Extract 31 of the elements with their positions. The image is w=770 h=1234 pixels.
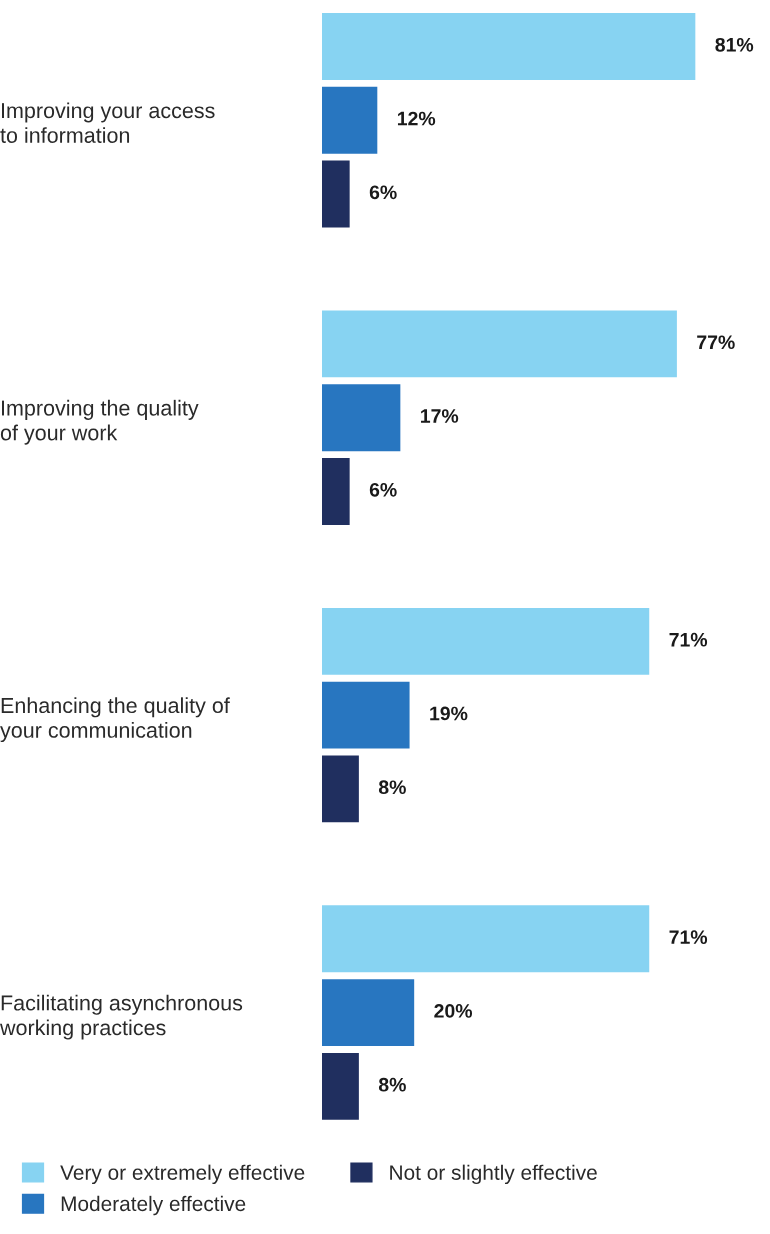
bar [322,681,410,749]
data-label: 8% [378,1077,406,1092]
data-label: 17% [421,409,459,423]
legend-label: Very or extremely effective [60,1164,305,1185]
bar [322,457,350,525]
bar [322,607,650,675]
y-tick-label: Improving the quality of your work [0,399,199,445]
data-label: 19% [430,706,468,721]
legend-label: Not or slightly effective [390,1164,597,1185]
y-tick-label: Enhancing the quality of your communication [0,697,230,743]
bar [322,12,696,80]
y-tick-label: Facilitating asynchronous working practices [0,994,243,1040]
data-label: 6% [369,482,397,497]
bar [322,1052,359,1120]
bar [322,755,359,823]
bar [322,905,650,973]
data-label: 6% [369,185,397,200]
data-label: 71% [669,930,708,944]
bar [322,160,350,228]
legend-label: Moderately effective [61,1195,246,1216]
data-label: 81% [715,37,754,52]
y-tick-label: Improving your access to information [0,102,215,143]
data-label: 77% [697,335,735,350]
bar [322,384,401,452]
bar [322,310,677,378]
data-label: 8% [378,780,406,795]
bar [322,979,415,1047]
data-label: 20% [434,1004,473,1018]
data-label: 12% [397,111,436,126]
bar [322,86,378,154]
data-label: 71% [669,632,708,647]
